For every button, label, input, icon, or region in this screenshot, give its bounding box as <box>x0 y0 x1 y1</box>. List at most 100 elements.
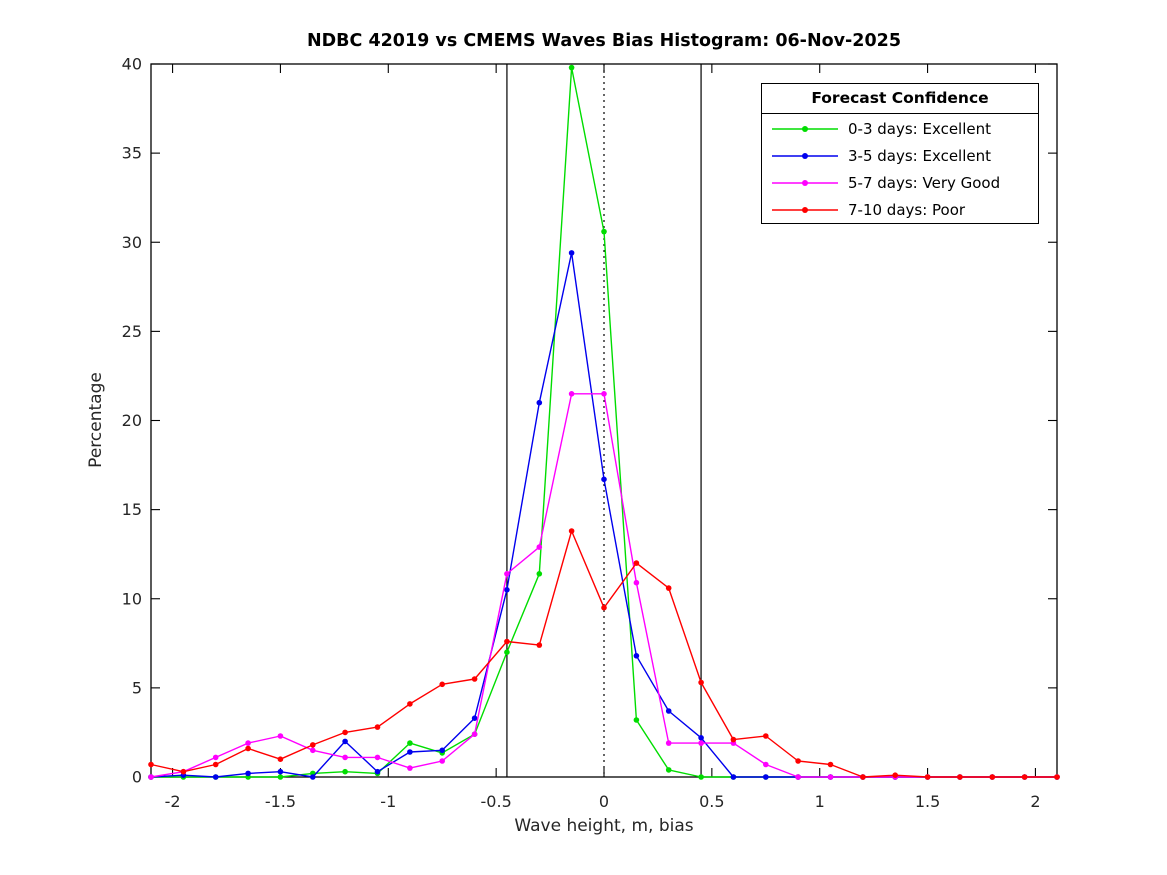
series-marker-0 <box>568 64 575 71</box>
series-marker-2 <box>633 579 640 586</box>
series-marker-2 <box>374 754 381 761</box>
series-marker-0 <box>601 228 607 235</box>
series-marker-0 <box>277 774 284 780</box>
series-marker-1 <box>665 708 672 714</box>
series-marker-1 <box>536 399 543 406</box>
legend-item-0: 0-3 days: Excellent <box>770 116 1038 142</box>
y-tick-label: 35 <box>122 144 142 163</box>
legend-label: 5-7 days: Very Good <box>848 173 1001 192</box>
series-marker-2 <box>665 740 672 746</box>
y-tick-label: 15 <box>122 500 142 519</box>
legend-line-sample-icon <box>772 125 838 132</box>
x-tick-label: 1 <box>815 792 825 811</box>
series-marker-1 <box>730 774 737 780</box>
legend-items: 0-3 days: Excellent 3-5 days: Excellent 5-… <box>762 114 1038 225</box>
legend-item-1: 3-5 days: Excellent <box>770 143 1038 169</box>
legend-label: 0-3 days: Excellent <box>848 119 992 138</box>
series-marker-3 <box>795 758 801 764</box>
legend-label: 7-10 days: Poor <box>848 200 966 219</box>
series-marker-3 <box>601 604 607 611</box>
y-tick-label: 25 <box>122 322 142 341</box>
legend-item-3: 7-10 days: Poor <box>770 197 1038 223</box>
legend-line-sample-icon <box>772 179 838 186</box>
series-marker-3 <box>763 733 769 739</box>
series-marker-2 <box>601 391 607 397</box>
series-marker-3 <box>374 724 381 730</box>
x-tick-label: 0.5 <box>699 792 724 811</box>
series-marker-0 <box>504 649 510 655</box>
series-marker-3 <box>439 681 446 688</box>
series-marker-3 <box>310 742 316 748</box>
series-marker-3 <box>730 736 737 743</box>
series-marker-0 <box>633 717 640 723</box>
series-marker-1 <box>374 768 381 775</box>
series-marker-3 <box>1054 774 1060 780</box>
series-marker-1 <box>439 747 446 754</box>
series-marker-1 <box>277 768 284 775</box>
legend-title: Forecast Confidence <box>762 84 1038 114</box>
series-marker-3 <box>957 774 963 780</box>
series-marker-2 <box>212 754 219 761</box>
series-marker-1 <box>763 774 769 780</box>
series-marker-1 <box>633 653 640 659</box>
series-marker-3 <box>212 761 219 768</box>
series-marker-3 <box>633 560 640 566</box>
series-marker-3 <box>148 761 154 768</box>
series-marker-3 <box>504 638 510 645</box>
series-marker-2 <box>795 774 801 780</box>
chart-title: NDBC 42019 vs CMEMS Waves Bias Histogram… <box>307 31 901 51</box>
series-marker-0 <box>698 774 704 780</box>
legend-sample-marker <box>802 206 808 213</box>
series-marker-2 <box>277 733 284 739</box>
series-marker-2 <box>568 391 575 397</box>
x-tick-label: -1 <box>380 792 396 811</box>
y-tick-label: 40 <box>122 55 142 74</box>
series-marker-2 <box>407 765 413 771</box>
legend-line-sample-icon <box>772 152 838 159</box>
series-marker-2 <box>439 758 446 764</box>
series-marker-2 <box>536 544 543 550</box>
series-marker-2 <box>245 740 251 746</box>
series-marker-2 <box>827 774 834 780</box>
legend-line-sample-icon <box>772 206 838 213</box>
series-marker-3 <box>698 679 704 686</box>
series-marker-3 <box>180 768 187 775</box>
series-marker-1 <box>568 250 575 256</box>
series-marker-3 <box>568 528 575 534</box>
series-marker-2 <box>310 747 316 754</box>
series-marker-1 <box>212 774 219 780</box>
series-marker-1 <box>471 715 478 721</box>
legend-sample-marker <box>802 125 808 132</box>
y-tick-label: 20 <box>122 411 142 430</box>
series-marker-3 <box>536 642 543 648</box>
legend: Forecast Confidence 0-3 days: Excellent 3… <box>761 83 1039 224</box>
y-tick-label: 0 <box>132 768 142 787</box>
series-marker-3 <box>989 774 996 780</box>
series-marker-3 <box>1021 774 1028 780</box>
series-marker-0 <box>536 571 543 577</box>
series-marker-0 <box>342 768 348 775</box>
legend-sample-marker <box>802 179 808 186</box>
series-marker-3 <box>342 729 348 736</box>
x-tick-label: 1.5 <box>915 792 940 811</box>
x-tick-label: -2 <box>165 792 181 811</box>
series-marker-3 <box>471 676 478 682</box>
series-marker-3 <box>245 745 251 752</box>
series-marker-3 <box>892 772 898 778</box>
y-tick-label: 5 <box>132 678 142 697</box>
series-marker-2 <box>342 754 348 761</box>
legend-item-2: 5-7 days: Very Good <box>770 170 1038 196</box>
x-axis-label: Wave height, m, bias <box>514 816 694 836</box>
series-marker-1 <box>245 770 251 777</box>
series-marker-1 <box>504 587 510 593</box>
series-marker-2 <box>763 761 769 768</box>
series-marker-2 <box>148 774 154 780</box>
series-marker-2 <box>698 740 704 746</box>
series-marker-1 <box>310 774 316 780</box>
series-marker-1 <box>407 749 413 755</box>
y-tick-label: 30 <box>122 233 142 252</box>
series-marker-3 <box>924 774 931 780</box>
series-marker-2 <box>471 731 478 737</box>
